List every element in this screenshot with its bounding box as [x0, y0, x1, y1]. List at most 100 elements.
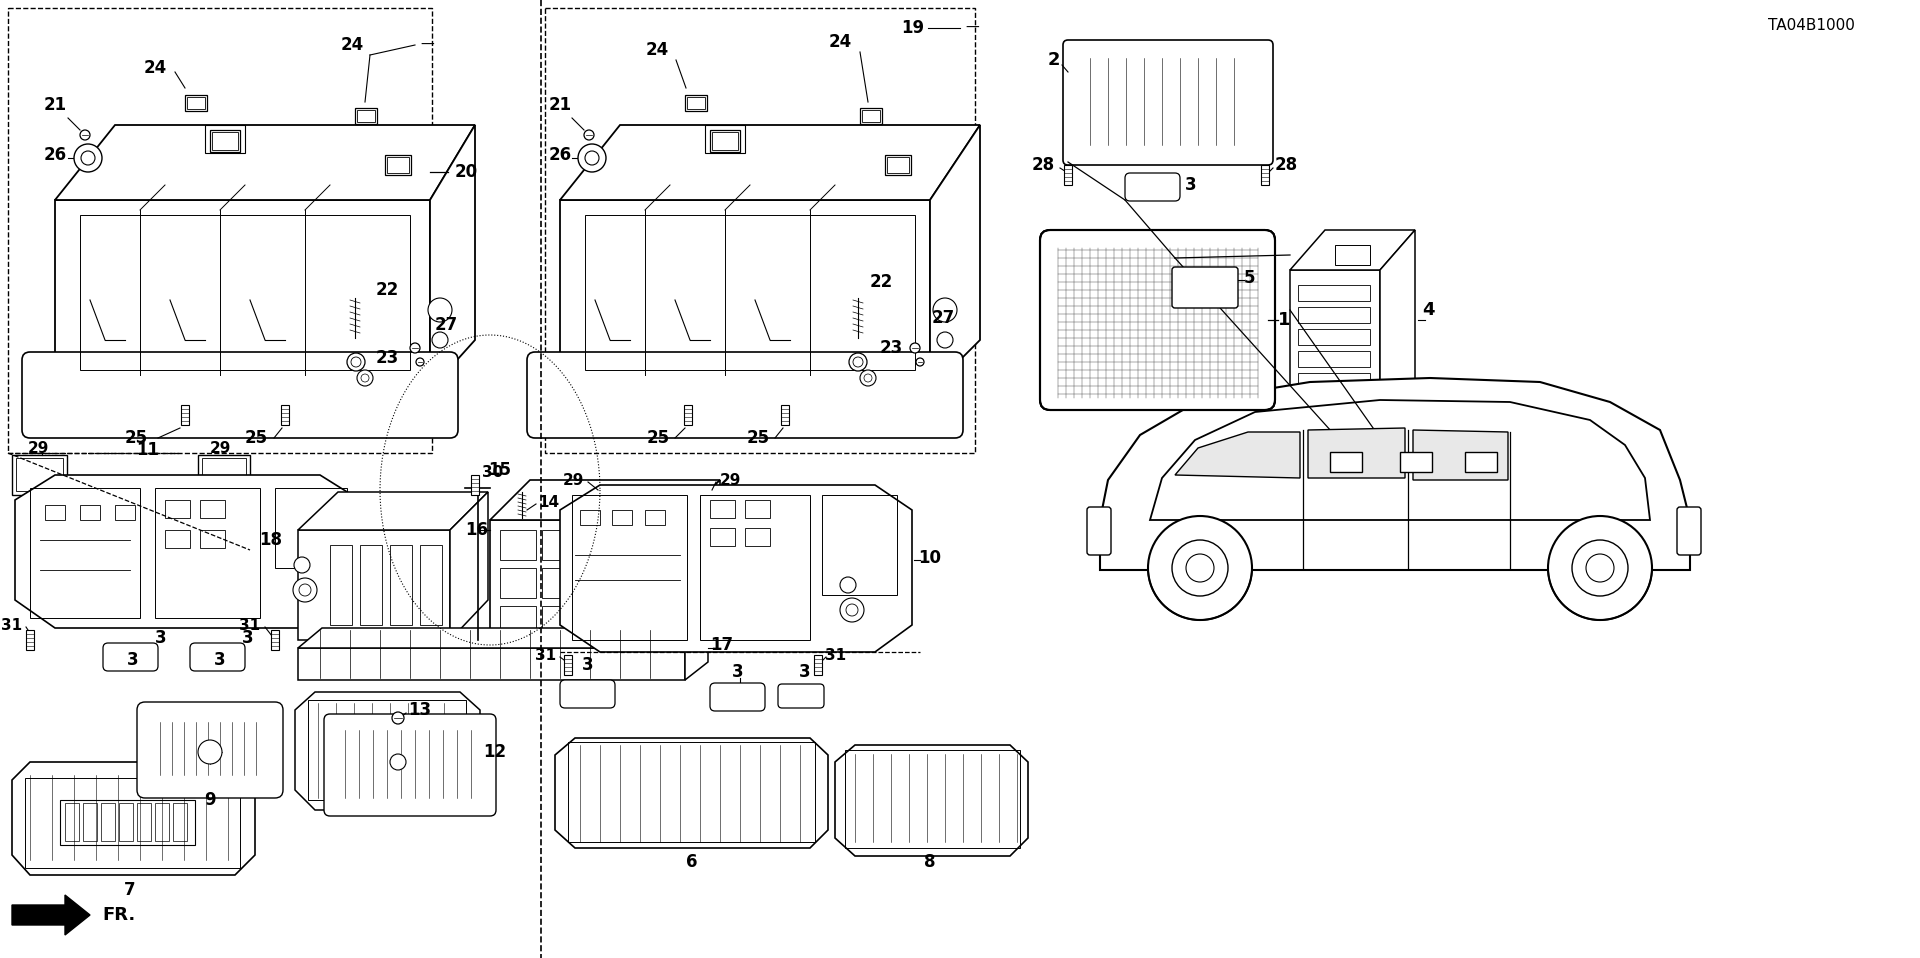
Circle shape: [1187, 554, 1213, 582]
Bar: [701, 495, 810, 640]
Circle shape: [390, 754, 405, 770]
Bar: [541, 606, 578, 636]
Polygon shape: [298, 628, 708, 648]
Bar: [186, 97, 205, 109]
Polygon shape: [555, 738, 828, 848]
FancyBboxPatch shape: [561, 680, 614, 708]
Bar: [822, 495, 897, 595]
Text: 21: 21: [549, 96, 572, 114]
Bar: [1064, 165, 1071, 185]
Circle shape: [357, 370, 372, 386]
FancyBboxPatch shape: [1041, 230, 1275, 410]
Polygon shape: [561, 485, 912, 652]
Text: 22: 22: [376, 281, 399, 299]
Polygon shape: [1290, 230, 1415, 270]
Text: 21: 21: [44, 96, 67, 114]
FancyBboxPatch shape: [1171, 267, 1238, 308]
Text: 26: 26: [549, 146, 572, 164]
Bar: [664, 491, 708, 523]
Text: 3: 3: [215, 651, 227, 669]
Text: 9: 9: [204, 791, 215, 809]
Text: 5: 5: [1244, 269, 1256, 287]
Text: 29: 29: [563, 472, 584, 488]
Text: 3: 3: [242, 629, 253, 647]
Bar: [357, 110, 374, 122]
Bar: [390, 545, 413, 625]
Bar: [1465, 452, 1498, 472]
Bar: [645, 510, 664, 525]
Bar: [1261, 165, 1269, 185]
Bar: [200, 530, 225, 548]
Text: 24: 24: [645, 41, 668, 59]
Bar: [202, 458, 246, 491]
Bar: [710, 130, 739, 152]
Polygon shape: [449, 492, 488, 640]
Bar: [198, 455, 250, 495]
Circle shape: [578, 144, 607, 172]
Bar: [470, 475, 478, 495]
Bar: [65, 803, 79, 841]
Polygon shape: [561, 200, 929, 390]
Text: 4: 4: [1423, 301, 1434, 319]
Bar: [1334, 245, 1371, 265]
Circle shape: [1148, 516, 1252, 620]
Text: 16: 16: [465, 521, 488, 539]
Bar: [660, 488, 712, 526]
Text: 23: 23: [376, 349, 399, 367]
Text: 22: 22: [870, 273, 893, 291]
Bar: [25, 778, 240, 868]
Text: TA04B1000: TA04B1000: [1768, 18, 1855, 33]
Text: 1: 1: [1279, 311, 1290, 329]
Bar: [781, 405, 789, 425]
Bar: [887, 157, 908, 173]
Bar: [1298, 373, 1371, 389]
FancyBboxPatch shape: [1676, 507, 1701, 555]
Bar: [541, 568, 578, 598]
Circle shape: [1572, 540, 1628, 596]
Text: 31: 31: [536, 648, 557, 663]
Polygon shape: [430, 125, 474, 390]
Text: 28: 28: [1031, 156, 1054, 174]
Polygon shape: [1175, 432, 1300, 478]
Bar: [685, 95, 707, 111]
Bar: [119, 803, 132, 841]
Polygon shape: [298, 530, 449, 640]
Circle shape: [1171, 540, 1229, 596]
Polygon shape: [561, 125, 979, 200]
Circle shape: [392, 712, 403, 724]
Bar: [307, 700, 467, 800]
Text: 30: 30: [482, 465, 503, 480]
Text: 29: 29: [720, 472, 741, 488]
Circle shape: [864, 374, 872, 382]
Bar: [165, 530, 190, 548]
Circle shape: [411, 343, 420, 353]
Polygon shape: [298, 492, 488, 530]
Text: 24: 24: [828, 33, 852, 51]
Bar: [612, 510, 632, 525]
Circle shape: [1586, 554, 1615, 582]
Bar: [499, 530, 536, 560]
Circle shape: [860, 370, 876, 386]
Text: 10: 10: [918, 549, 941, 567]
Bar: [115, 505, 134, 520]
Bar: [597, 488, 651, 526]
Text: 3: 3: [127, 651, 138, 669]
Bar: [572, 495, 687, 640]
Bar: [200, 500, 225, 518]
Bar: [60, 800, 196, 845]
Text: 31: 31: [238, 618, 259, 632]
Text: 18: 18: [259, 531, 282, 549]
Text: 24: 24: [144, 59, 167, 77]
Circle shape: [847, 604, 858, 616]
Bar: [136, 803, 152, 841]
Bar: [355, 108, 376, 124]
Bar: [586, 215, 916, 370]
Polygon shape: [1100, 378, 1690, 570]
Bar: [81, 505, 100, 520]
Circle shape: [361, 374, 369, 382]
Polygon shape: [12, 895, 90, 935]
Polygon shape: [298, 648, 685, 680]
Text: 28: 28: [1275, 156, 1298, 174]
FancyBboxPatch shape: [324, 714, 495, 816]
Bar: [1400, 452, 1432, 472]
